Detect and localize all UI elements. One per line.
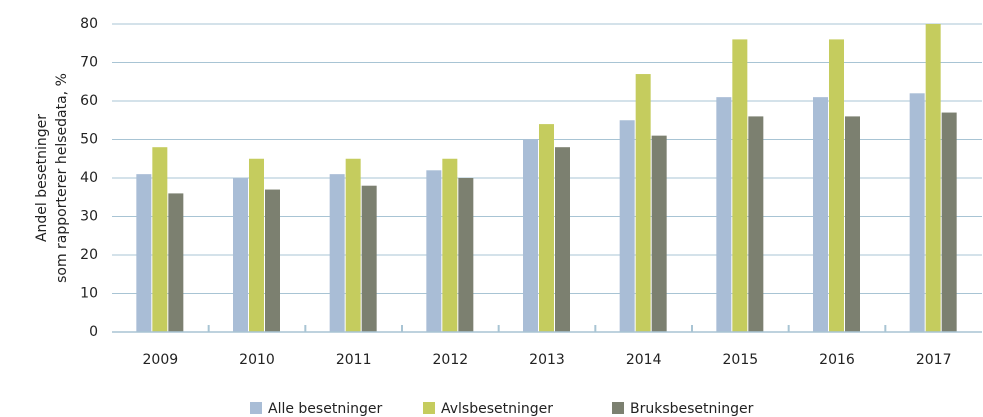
bar — [136, 174, 152, 332]
y-axis-label: som rapporterer helsedata, % — [54, 73, 70, 283]
legend-label: Alle besetninger — [268, 401, 382, 417]
bar — [813, 97, 828, 333]
y-tick-label: 20 — [80, 247, 98, 263]
y-tick-label: 70 — [80, 55, 98, 71]
x-tick-label: 2011 — [336, 352, 372, 368]
x-tick-label: 2017 — [916, 352, 952, 368]
bar — [651, 135, 667, 332]
bar — [732, 39, 748, 333]
y-tick-label: 80 — [80, 16, 98, 32]
x-tick-label: 2013 — [529, 352, 565, 368]
bar — [168, 193, 184, 332]
bar — [152, 147, 168, 332]
bar — [941, 112, 957, 332]
y-tick-label: 40 — [80, 170, 98, 186]
x-tick-label: 2016 — [819, 352, 855, 368]
legend-swatch — [250, 402, 262, 414]
bar — [555, 147, 570, 332]
y-axis-label: Andel besetninger — [34, 114, 50, 242]
legend-label: Bruksbesetninger — [630, 401, 754, 417]
bar — [265, 189, 280, 332]
bar — [909, 93, 925, 332]
x-tick-label: 2014 — [626, 352, 662, 368]
x-tick-label: 2015 — [723, 352, 759, 368]
bar — [829, 39, 844, 333]
bar — [845, 116, 860, 333]
bar — [329, 174, 345, 332]
bar — [361, 185, 377, 332]
legend-swatch — [423, 402, 435, 414]
y-tick-label: 0 — [89, 324, 98, 340]
bar — [716, 97, 732, 333]
y-tick-label: 50 — [80, 132, 98, 148]
x-tick-label: 2010 — [239, 352, 275, 368]
x-tick-label: 2012 — [433, 352, 469, 368]
bar — [442, 158, 458, 332]
y-tick-label: 60 — [80, 93, 98, 109]
bar — [523, 139, 538, 332]
y-tick-label: 30 — [80, 209, 98, 225]
bar — [249, 158, 264, 332]
bar — [925, 24, 941, 332]
y-tick-label: 10 — [80, 286, 98, 302]
bar — [345, 158, 361, 332]
bar — [748, 116, 764, 333]
bar — [233, 178, 248, 332]
bar — [635, 74, 651, 333]
bar — [619, 120, 635, 332]
bar — [458, 178, 474, 332]
x-tick-label: 2009 — [143, 352, 179, 368]
legend-swatch — [612, 402, 624, 414]
legend-label: Avlsbesetninger — [441, 401, 553, 417]
bar — [426, 170, 442, 332]
bar — [539, 124, 554, 332]
